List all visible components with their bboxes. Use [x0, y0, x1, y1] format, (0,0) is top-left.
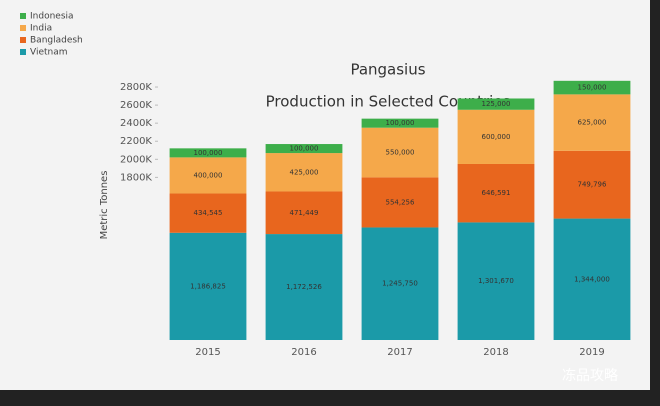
bar-segment — [553, 94, 631, 151]
data-label: 1,186,825 — [190, 282, 226, 290]
bar-segment — [361, 177, 439, 228]
x-tick-label: 2017 — [387, 347, 412, 358]
data-label: 1,172,526 — [286, 283, 322, 291]
legend-swatch — [20, 13, 26, 19]
data-label: 554,256 — [386, 198, 415, 206]
y-tick-label: 1800K — [120, 172, 152, 183]
data-label: 100,000 — [386, 119, 415, 127]
bar-segment — [361, 127, 439, 178]
legend-swatch — [20, 25, 26, 31]
bar-segment — [553, 150, 631, 219]
data-label: 749,796 — [578, 181, 607, 189]
data-label: 646,591 — [482, 189, 511, 197]
data-label: 425,000 — [290, 168, 319, 176]
data-label: 1,301,670 — [478, 277, 514, 285]
data-label: 625,000 — [578, 119, 607, 127]
data-label: 125,000 — [482, 100, 511, 108]
bar-segment — [361, 227, 439, 340]
data-label: 100,000 — [194, 149, 223, 157]
bar-segment — [457, 109, 535, 164]
data-label: 100,000 — [290, 145, 319, 153]
data-label: 150,000 — [578, 84, 607, 92]
y-tick-label: 2600K — [120, 100, 152, 111]
data-label: 400,000 — [194, 171, 223, 179]
chart-subtitle: Production in Selected Countries — [266, 93, 511, 111]
data-label: 1,245,750 — [382, 280, 418, 288]
y-tick-label: 2000K — [120, 154, 152, 165]
x-tick-label: 2018 — [483, 347, 508, 358]
legend-swatch — [20, 37, 26, 43]
chart-title: Pangasius — [350, 61, 425, 79]
bar-segment — [457, 222, 535, 340]
bar-segment — [169, 157, 247, 194]
bar-segment — [169, 148, 247, 158]
y-tick-label: 2200K — [120, 136, 152, 147]
bar-segment — [457, 163, 535, 223]
bar-segment — [265, 191, 343, 235]
x-tick-label: 2015 — [195, 347, 220, 358]
bar-segment — [169, 232, 247, 340]
data-label: 550,000 — [386, 149, 415, 157]
y-axis-label: Metric Tonnes — [99, 171, 110, 240]
watermark: 冻品攻略 — [562, 367, 618, 384]
y-tick-label: 2800K — [120, 82, 152, 93]
bar-segment — [361, 118, 439, 128]
legend-label: India — [30, 24, 52, 34]
x-tick-label: 2019 — [579, 347, 604, 358]
legend-label: Indonesia — [30, 12, 74, 22]
legend-swatch — [20, 49, 26, 55]
bar-segment — [265, 153, 343, 192]
bar-segment — [553, 218, 631, 340]
x-tick-label: 2016 — [291, 347, 316, 358]
data-label: 434,545 — [194, 209, 223, 217]
bar-segment — [265, 144, 343, 154]
data-label: 471,449 — [290, 209, 319, 217]
data-label: 1,344,000 — [574, 275, 610, 283]
bar-segment — [457, 98, 535, 110]
legend-label: Vietnam — [30, 48, 68, 58]
data-label: 600,000 — [482, 133, 511, 141]
bar-segment — [553, 80, 631, 95]
legend-label: Bangladesh — [30, 36, 83, 46]
bar-segment — [169, 193, 247, 233]
y-tick-label: 2400K — [120, 118, 152, 129]
bar-segment — [265, 234, 343, 340]
